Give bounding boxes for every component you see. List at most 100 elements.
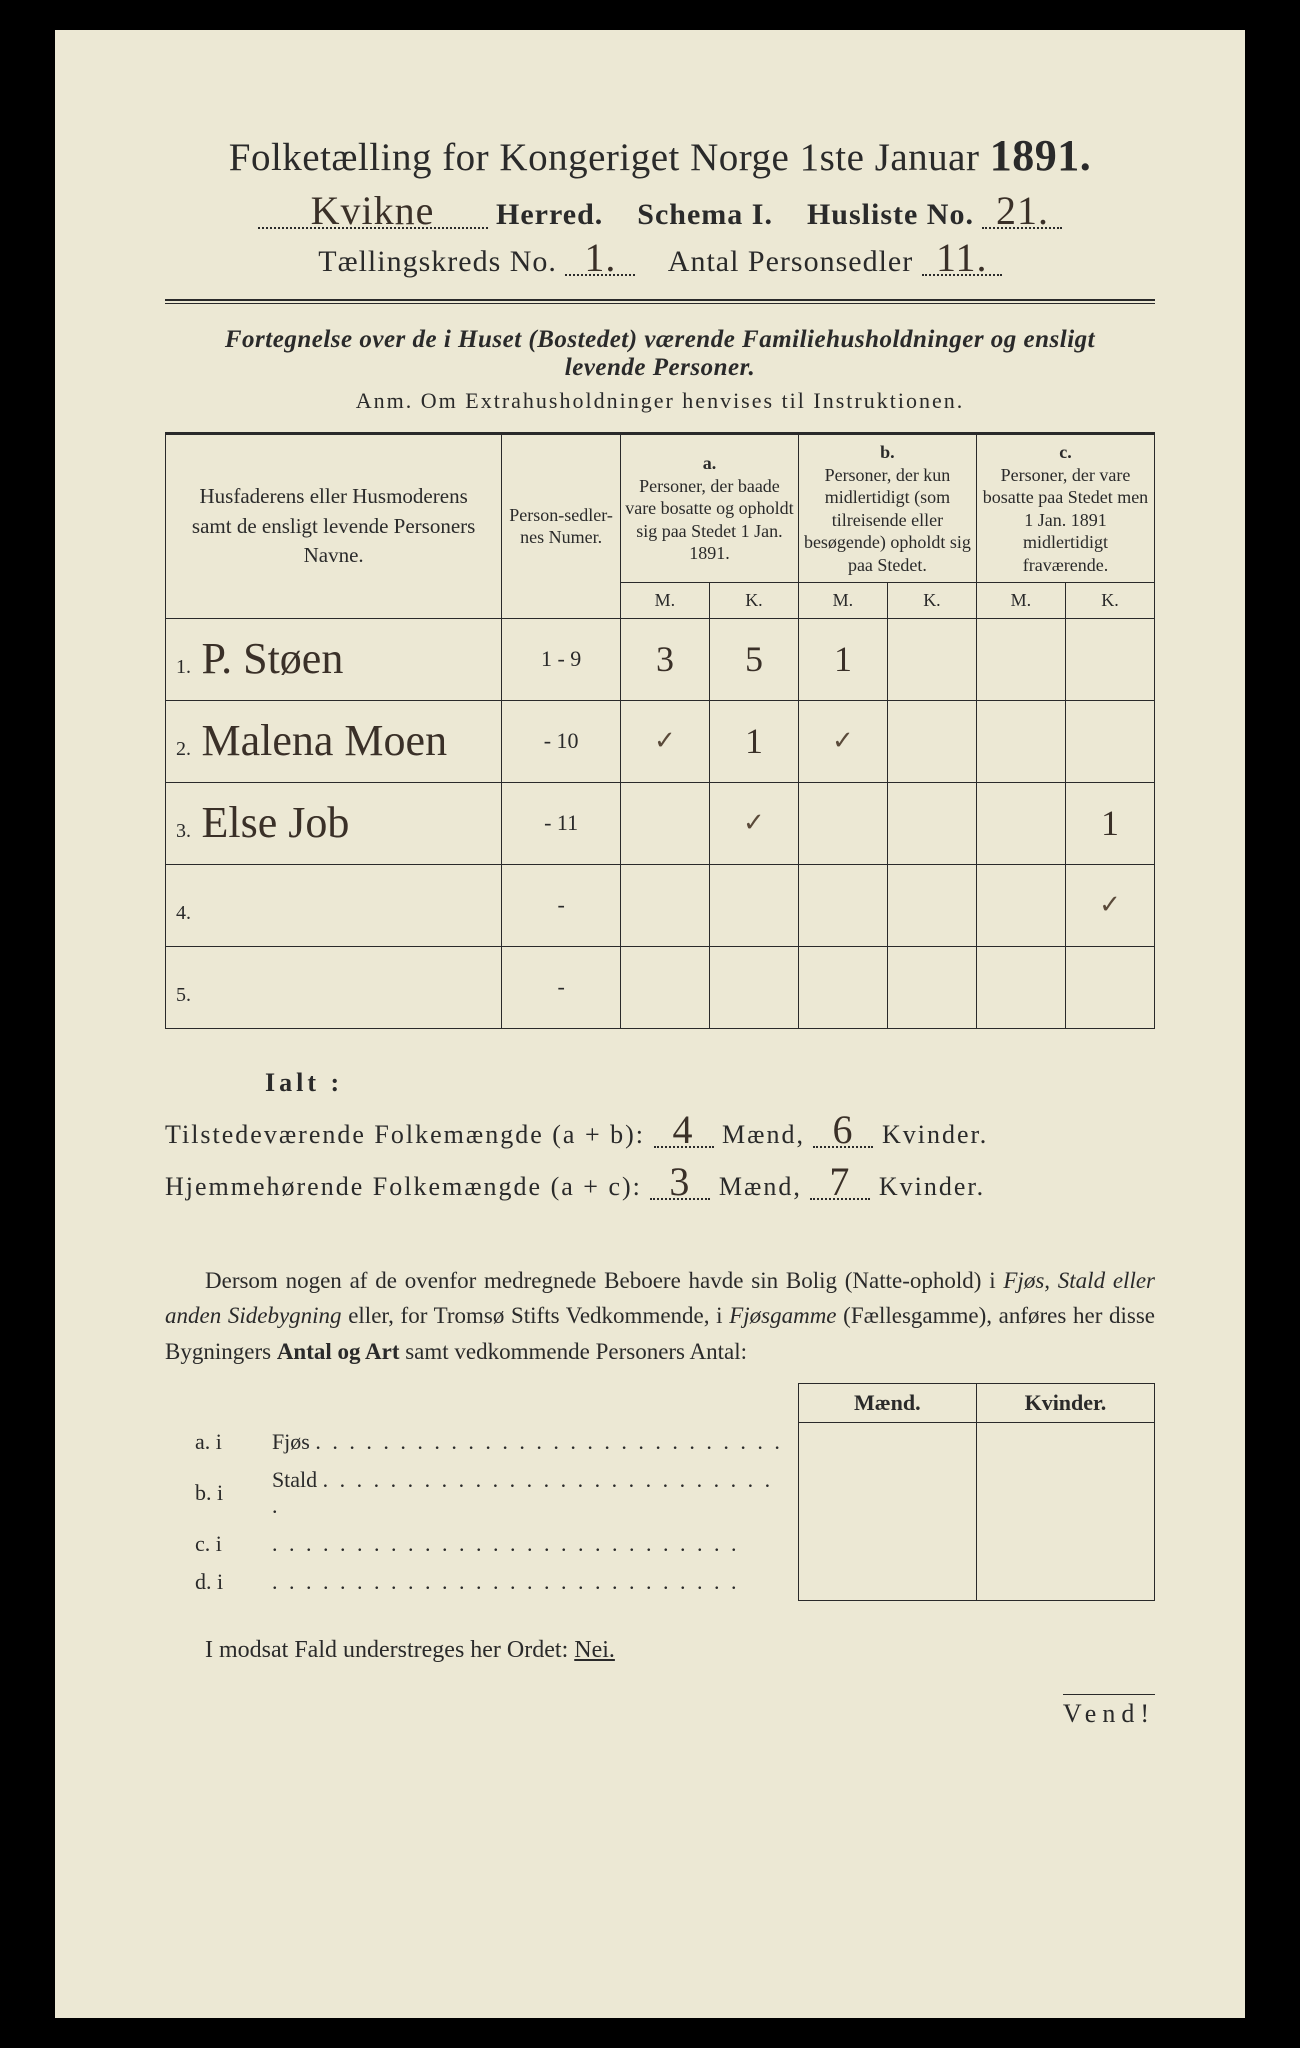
hjemme-k: 7 <box>810 1166 870 1200</box>
header-line-2: Kvikne Herred. Schema I. Husliste No. 21… <box>165 195 1155 232</box>
kreds-label: Tællingskreds No. <box>318 245 557 278</box>
scanner-frame: Folketælling for Kongeriget Norge 1ste J… <box>0 0 1300 2048</box>
table-cell <box>620 782 709 864</box>
p-t6: Antal og Art <box>277 1339 400 1364</box>
table-row: 5. - <box>166 946 1155 1028</box>
sub-k <box>976 1525 1154 1563</box>
h-am: M. <box>620 583 709 619</box>
table-cell: 3 <box>620 618 709 700</box>
table-cell <box>798 946 887 1028</box>
table-cell <box>887 946 976 1028</box>
kreds-value: 1. <box>565 242 635 276</box>
h-cm: M. <box>976 583 1065 619</box>
table-cell: ✓ <box>620 700 709 782</box>
h-ak: K. <box>709 583 798 619</box>
subhead-l2: levende Personer. <box>565 354 755 381</box>
table-cell: ✓ <box>709 782 798 864</box>
table-cell: 1 <box>1065 782 1154 864</box>
col-a: a. Personer, der baade vare bosatte og o… <box>620 434 798 583</box>
table-cell: 1 <box>798 618 887 700</box>
herred-label: Herred. <box>496 198 603 231</box>
table-cell: ✓ <box>1065 864 1154 946</box>
table-cell <box>976 946 1065 1028</box>
col-a-label: a. <box>703 453 717 473</box>
table-cell: - 10 <box>502 700 621 782</box>
maend-2: Mænd, <box>719 1172 802 1201</box>
tilstede-m: 4 <box>654 1114 714 1148</box>
ialt-label: Ialt : <box>165 1057 1155 1109</box>
tilstede-k: 6 <box>813 1114 873 1148</box>
sub-k <box>976 1423 1154 1461</box>
table-cell: 1 <box>709 700 798 782</box>
main-table: Husfaderens eller Husmoderens samt de en… <box>165 432 1155 1029</box>
table-row: 3. Else Job- 11✓1 <box>166 782 1155 864</box>
p-t4: Fjøsgamme <box>729 1303 836 1328</box>
table-cell <box>798 782 887 864</box>
table-cell: 2. Malena Moen <box>166 700 502 782</box>
sub-key: d. i <box>165 1563 264 1601</box>
table-cell: 5 <box>709 618 798 700</box>
sub-h-m: Mænd. <box>798 1384 976 1423</box>
title-prefix: Folketælling for Kongeriget Norge 1ste J… <box>229 136 980 179</box>
h-bk: K. <box>887 583 976 619</box>
table-cell <box>976 700 1065 782</box>
totals-line-1: Tilstedeværende Folkemængde (a + b): 4 M… <box>165 1109 1155 1161</box>
table-cell <box>709 864 798 946</box>
table-cell <box>620 946 709 1028</box>
table-cell <box>976 782 1065 864</box>
sub-m <box>798 1461 976 1525</box>
col-c-label: c. <box>1059 442 1072 462</box>
col-b-label: b. <box>880 442 895 462</box>
table-cell: - <box>502 946 621 1028</box>
schema-label: Schema I. <box>637 198 773 231</box>
table-cell <box>887 864 976 946</box>
husliste-label: Husliste No. <box>807 198 974 231</box>
table-cell: - 11 <box>502 782 621 864</box>
sub-label: Stald . . . . . . . . . . . . . . . . . … <box>264 1461 798 1525</box>
sub-row: a. iFjøs . . . . . . . . . . . . . . . .… <box>165 1423 1155 1461</box>
husliste-value: 21. <box>982 195 1062 229</box>
sub-table: Mænd. Kvinder. a. iFjøs . . . . . . . . … <box>165 1383 1155 1601</box>
p-t3: eller, for Tromsø Stifts Vedkommende, i <box>342 1303 730 1328</box>
table-cell <box>1065 700 1154 782</box>
sub-key: b. i <box>165 1461 264 1525</box>
h-ck: K. <box>1065 583 1154 619</box>
sub-h-k: Kvinder. <box>976 1384 1154 1423</box>
sub-key: c. i <box>165 1525 264 1563</box>
col-names-text: Husfaderens eller Husmoderens samt de en… <box>170 482 497 570</box>
table-cell <box>1065 946 1154 1028</box>
kvinder-2: Kvinder. <box>879 1172 985 1201</box>
herred-value: Kvikne <box>258 195 488 229</box>
table-cell: ✓ <box>798 700 887 782</box>
annotation-note: Anm. Om Extrahusholdninger henvises til … <box>165 388 1155 414</box>
sub-m <box>798 1563 976 1601</box>
sub-row: b. iStald . . . . . . . . . . . . . . . … <box>165 1461 1155 1525</box>
subhead-l1: Fortegnelse over de i Huset (Bostedet) v… <box>225 326 1095 353</box>
antal-value: 11. <box>922 242 1002 276</box>
table-cell <box>798 864 887 946</box>
col-c-text: Personer, der vare bosatte paa Stedet me… <box>983 465 1148 575</box>
sub-label: . . . . . . . . . . . . . . . . . . . . … <box>264 1525 798 1563</box>
table-row: 4. -✓ <box>166 864 1155 946</box>
title-year: 1891. <box>990 131 1092 180</box>
col-a-text: Personer, der baade vare bosatte og opho… <box>625 476 793 564</box>
table-cell: 1. P. Støen <box>166 618 502 700</box>
divider <box>165 299 1155 304</box>
table-row: 1. P. Støen1 - 9351 <box>166 618 1155 700</box>
nei-line: I modsat Fald understreges her Ordet: Ne… <box>165 1637 1155 1664</box>
col-b-text: Personer, der kun midlertidigt (som tilr… <box>804 465 971 575</box>
table-cell <box>887 618 976 700</box>
p-t1: Dersom nogen af de ovenfor medregnede Be… <box>205 1268 1003 1293</box>
table-cell: 1 - 9 <box>502 618 621 700</box>
nei-word: Nei. <box>574 1637 615 1663</box>
sub-label: Fjøs . . . . . . . . . . . . . . . . . .… <box>264 1423 798 1461</box>
totals-line-2: Hjemmehørende Folkemængde (a + c): 3 Mæn… <box>165 1161 1155 1213</box>
sub-key: a. i <box>165 1423 264 1461</box>
document-page: Folketælling for Kongeriget Norge 1ste J… <box>55 30 1245 2018</box>
table-cell <box>976 618 1065 700</box>
p-t7: samt vedkommende Personers Antal: <box>399 1339 747 1364</box>
hjemme-label: Hjemmehørende Folkemængde (a + c): <box>165 1172 642 1201</box>
kvinder-1: Kvinder. <box>882 1120 988 1149</box>
sub-row: c. i . . . . . . . . . . . . . . . . . .… <box>165 1525 1155 1563</box>
sub-row: d. i . . . . . . . . . . . . . . . . . .… <box>165 1563 1155 1601</box>
